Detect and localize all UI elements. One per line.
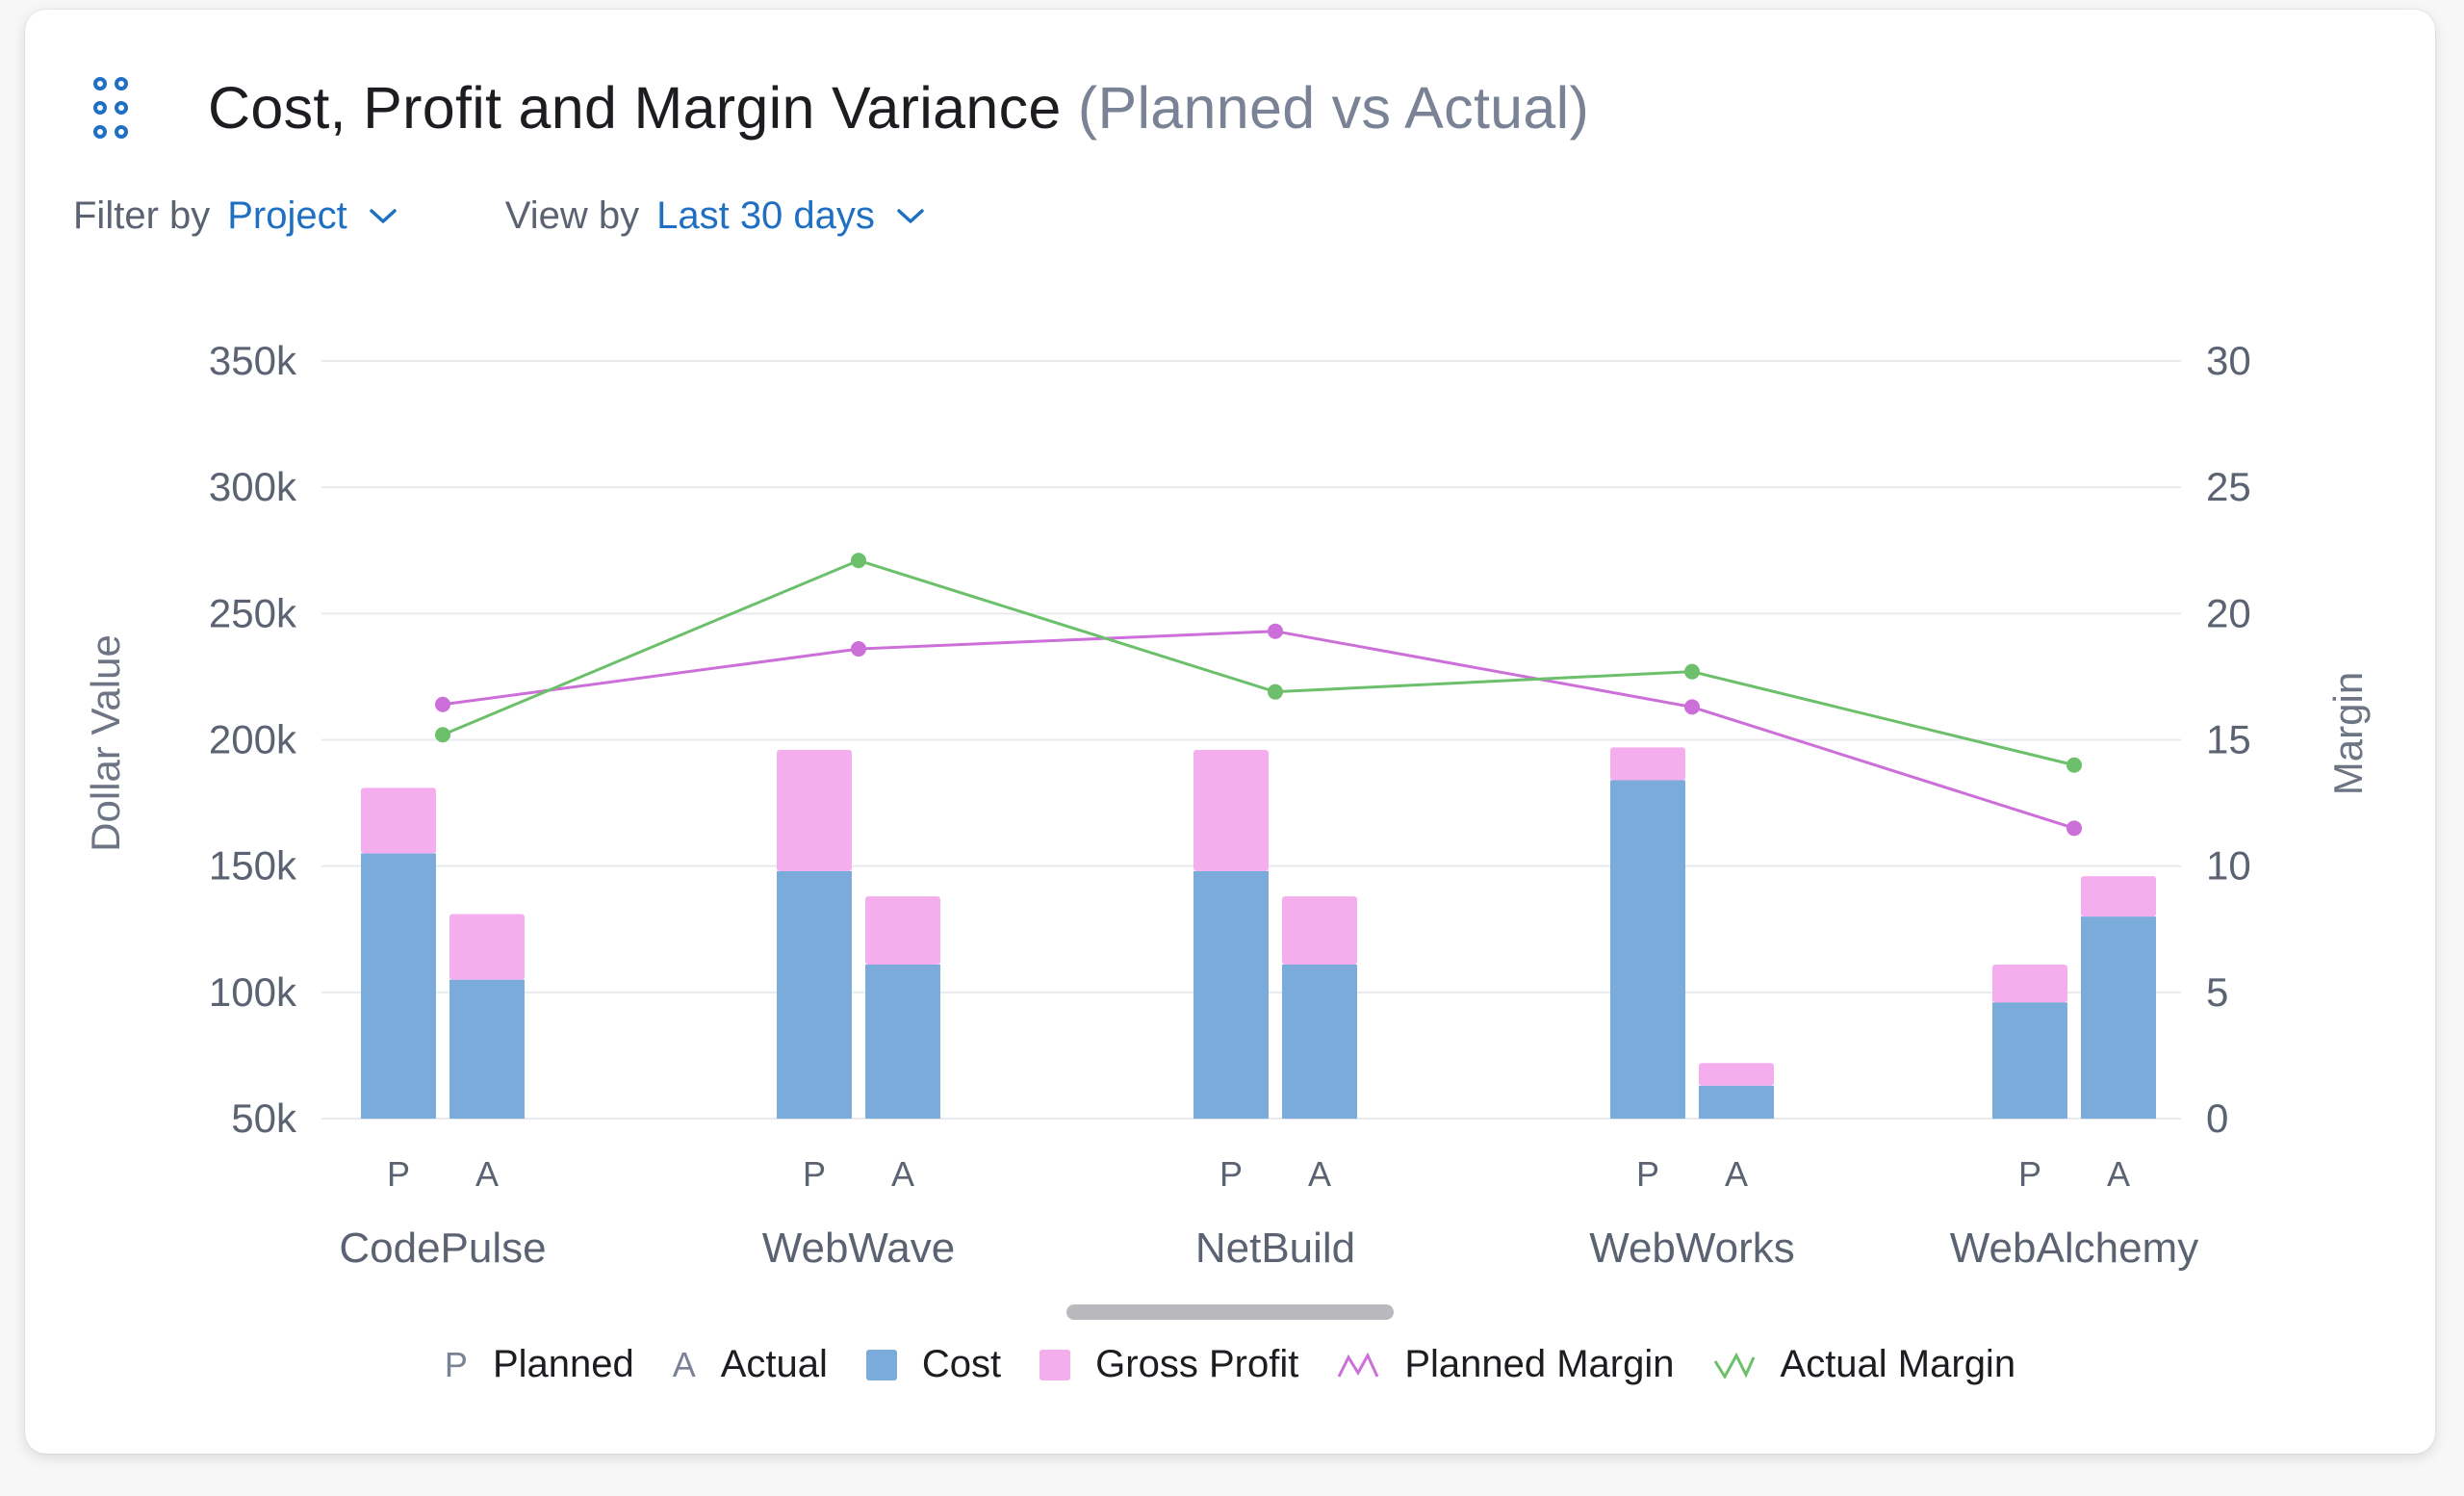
actual-margin-point[interactable] [1684,663,1700,680]
planned-margin-point[interactable] [1684,699,1700,715]
y2-tick-label: 0 [2206,1096,2228,1141]
legend-planned-label: Planned [492,1343,634,1385]
y-tick-label: 100k [209,969,297,1015]
cost-bar[interactable] [361,853,436,1119]
gross-profit-bar[interactable] [777,749,852,871]
chart-legend: P Planned A Actual Cost Gross Profit Pla… [25,1343,2435,1386]
actual-margin-point[interactable] [435,727,450,743]
gross-profit-swatch-icon [1040,1349,1071,1380]
bar-sublabel: P [1636,1154,1659,1194]
chart-scrollbar[interactable] [1066,1304,1394,1320]
bar-sublabel: P [2018,1154,2041,1194]
view-by-value[interactable]: Last 30 days [656,194,875,237]
y2-tick-label: 5 [2206,969,2228,1015]
chevron-down-icon[interactable] [369,208,398,225]
page-title: Cost, Profit and Margin Variance (Planne… [208,74,1589,142]
legend-actual[interactable]: A Actual [673,1343,828,1386]
x-category-label: CodePulse [339,1225,546,1272]
y2-tick-label: 15 [2206,717,2251,762]
legend-actual-margin-label: Actual Margin [1780,1343,2016,1385]
view-by-dropdown[interactable]: View by Last 30 days [505,194,925,238]
y-tick-label: 350k [209,338,297,383]
y-tick-label: 50k [231,1096,297,1141]
y2-tick-label: 10 [2206,843,2251,889]
legend-actual-symbol: A [672,1344,696,1384]
y-tick-label: 150k [209,843,297,889]
gross-profit-bar[interactable] [1699,1063,1774,1086]
bar-sublabel: P [1219,1154,1243,1194]
chevron-down-icon[interactable] [896,208,925,225]
actual-margin-point[interactable] [851,553,866,569]
gross-profit-bar[interactable] [1194,749,1269,871]
cost-bar[interactable] [1610,780,1685,1119]
cost-bar[interactable] [2081,916,2156,1119]
legend-actual-label: Actual [720,1343,828,1385]
y-tick-label: 250k [209,590,297,635]
x-category-label: WebAlchemy [1950,1225,2198,1272]
actual-margin-line-icon [1713,1352,1756,1379]
bar-sublabel: P [803,1154,826,1194]
bar-sublabel: A [475,1154,499,1194]
x-category-label: NetBuild [1195,1225,1355,1272]
y2-tick-label: 20 [2206,590,2251,635]
gross-profit-bar[interactable] [1610,747,1685,781]
legend-planned-margin-label: Planned Margin [1404,1343,1675,1385]
x-category-label: WebWorks [1589,1225,1795,1272]
y2-tick-label: 30 [2206,338,2251,383]
gross-profit-bar[interactable] [1282,896,1357,965]
planned-margin-point[interactable] [1268,623,1283,639]
cost-bar[interactable] [449,979,525,1119]
legend-gross-profit[interactable]: Gross Profit [1040,1343,1298,1386]
gross-profit-bar[interactable] [1992,964,2067,1003]
y2-tick-label: 25 [2206,464,2251,509]
gross-profit-bar[interactable] [2081,876,2156,917]
actual-margin-point[interactable] [2066,757,2082,773]
actual-margin-line [442,558,2075,767]
filter-by-label: Filter by [73,194,211,237]
legend-actual-margin[interactable]: Actual Margin [1713,1343,2016,1386]
y-tick-label: 200k [209,717,297,762]
filter-by-value[interactable]: Project [227,194,347,237]
legend-cost[interactable]: Cost [865,1343,1002,1386]
gross-profit-bar[interactable] [449,914,525,980]
cost-bar[interactable] [1194,870,1269,1119]
y-tick-label: 300k [209,464,297,509]
cost-swatch-icon [865,1349,897,1380]
bar-sublabel: A [891,1154,914,1194]
y-axis-title: Dollar Value [83,634,128,852]
cost-bar[interactable] [1282,964,1357,1119]
bar-sublabel: P [387,1154,410,1194]
title-main: Cost, Profit and Margin Variance [208,75,1062,141]
planned-margin-point[interactable] [435,696,450,712]
cost-bar[interactable] [1699,1085,1774,1119]
x-category-label: WebWave [762,1225,956,1272]
bar-sublabel: A [1725,1154,1748,1194]
gross-profit-bar[interactable] [865,896,940,965]
chart-card: Cost, Profit and Margin Variance (Planne… [25,10,2435,1454]
legend-planned-margin[interactable]: Planned Margin [1337,1343,1675,1386]
header: Cost, Profit and Margin Variance (Planne… [92,60,1589,156]
legend-planned-symbol: P [444,1344,468,1384]
filter-by-dropdown[interactable]: Filter by Project [73,194,398,238]
cost-bar[interactable] [1992,1002,2067,1119]
filter-bar: Filter by Project View by Last 30 days [73,194,925,238]
legend-cost-label: Cost [921,1343,1002,1385]
y2-axis-title: Margin [2325,672,2371,795]
cost-bar[interactable] [777,870,852,1119]
planned-margin-point[interactable] [851,641,866,658]
title-subtitle: (Planned vs Actual) [1077,75,1590,141]
combo-chart: 50k 0 100k 5 150k 10 200k 15 250k 20 300k 25 350k 30 D… [83,338,2371,1272]
actual-margin-point[interactable] [1268,684,1283,700]
legend-gross-profit-label: Gross Profit [1095,1343,1299,1385]
bar-sublabel: A [2107,1154,2130,1194]
legend-planned[interactable]: P Planned [445,1343,634,1386]
planned-margin-line-icon [1337,1352,1379,1379]
view-by-label: View by [504,194,640,237]
bar-sublabel: A [1308,1154,1331,1194]
drag-handle-icon[interactable] [92,69,150,146]
gross-profit-bar[interactable] [361,787,436,854]
planned-margin-point[interactable] [2066,820,2082,837]
cost-bar[interactable] [865,964,940,1119]
